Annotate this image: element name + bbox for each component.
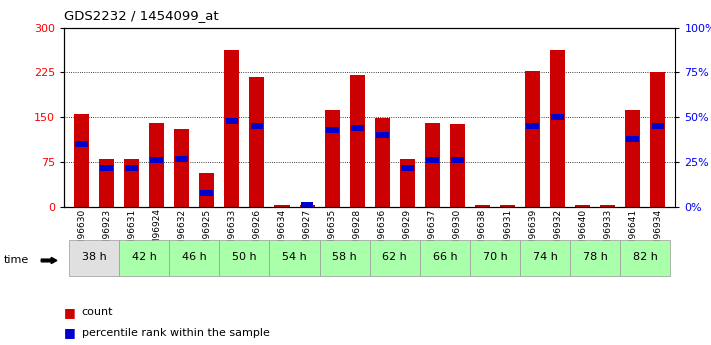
Text: count: count: [82, 307, 113, 317]
Bar: [325, 109, 340, 207]
Bar: [520, 240, 570, 276]
Bar: [69, 240, 119, 276]
Text: 62 h: 62 h: [383, 252, 407, 262]
Text: time: time: [4, 256, 29, 265]
Text: 66 h: 66 h: [432, 252, 457, 262]
Bar: [450, 125, 465, 207]
Bar: [201, 190, 213, 196]
Bar: [500, 205, 515, 207]
Bar: [351, 125, 363, 131]
Bar: [401, 165, 414, 170]
Bar: [550, 50, 565, 207]
Bar: [100, 165, 113, 170]
Bar: [400, 159, 415, 207]
Bar: [250, 77, 264, 207]
Bar: [176, 156, 188, 161]
Bar: [426, 157, 439, 163]
Bar: [99, 159, 114, 207]
Bar: [376, 132, 389, 138]
Bar: [551, 114, 564, 120]
Bar: [526, 123, 539, 129]
Bar: [651, 72, 665, 207]
Text: percentile rank within the sample: percentile rank within the sample: [82, 328, 269, 338]
Bar: [626, 136, 639, 142]
Bar: [419, 240, 470, 276]
Bar: [150, 157, 163, 163]
Bar: [425, 123, 440, 207]
Text: 38 h: 38 h: [82, 252, 107, 262]
Text: GDS2232 / 1454099_at: GDS2232 / 1454099_at: [64, 9, 218, 22]
Bar: [220, 240, 269, 276]
Bar: [174, 129, 189, 207]
Bar: [470, 240, 520, 276]
Bar: [451, 157, 464, 163]
Bar: [370, 240, 419, 276]
Bar: [125, 165, 138, 170]
Bar: [626, 109, 641, 207]
Text: 50 h: 50 h: [232, 252, 257, 262]
Bar: [575, 205, 590, 207]
Bar: [75, 141, 88, 147]
Bar: [124, 159, 139, 207]
Bar: [326, 127, 338, 133]
Text: 42 h: 42 h: [132, 252, 156, 262]
Bar: [74, 114, 89, 207]
Bar: [651, 123, 664, 129]
Text: 74 h: 74 h: [533, 252, 557, 262]
Text: 46 h: 46 h: [182, 252, 207, 262]
Bar: [169, 240, 220, 276]
Text: 70 h: 70 h: [483, 252, 508, 262]
Bar: [525, 71, 540, 207]
Bar: [600, 205, 615, 207]
Text: 78 h: 78 h: [583, 252, 608, 262]
Bar: [274, 205, 289, 207]
Text: 54 h: 54 h: [282, 252, 307, 262]
Bar: [320, 240, 370, 276]
Bar: [225, 50, 240, 207]
Bar: [199, 173, 214, 207]
Bar: [299, 205, 314, 207]
Text: 82 h: 82 h: [633, 252, 658, 262]
Bar: [475, 205, 490, 207]
Bar: [225, 118, 238, 124]
Text: 58 h: 58 h: [332, 252, 357, 262]
Bar: [149, 123, 164, 207]
Bar: [375, 118, 390, 207]
Bar: [119, 240, 169, 276]
Text: ■: ■: [64, 326, 76, 339]
Bar: [350, 76, 365, 207]
Bar: [301, 202, 314, 208]
Bar: [620, 240, 670, 276]
Text: ■: ■: [64, 306, 76, 319]
Bar: [570, 240, 620, 276]
Bar: [269, 240, 320, 276]
Bar: [250, 123, 263, 129]
